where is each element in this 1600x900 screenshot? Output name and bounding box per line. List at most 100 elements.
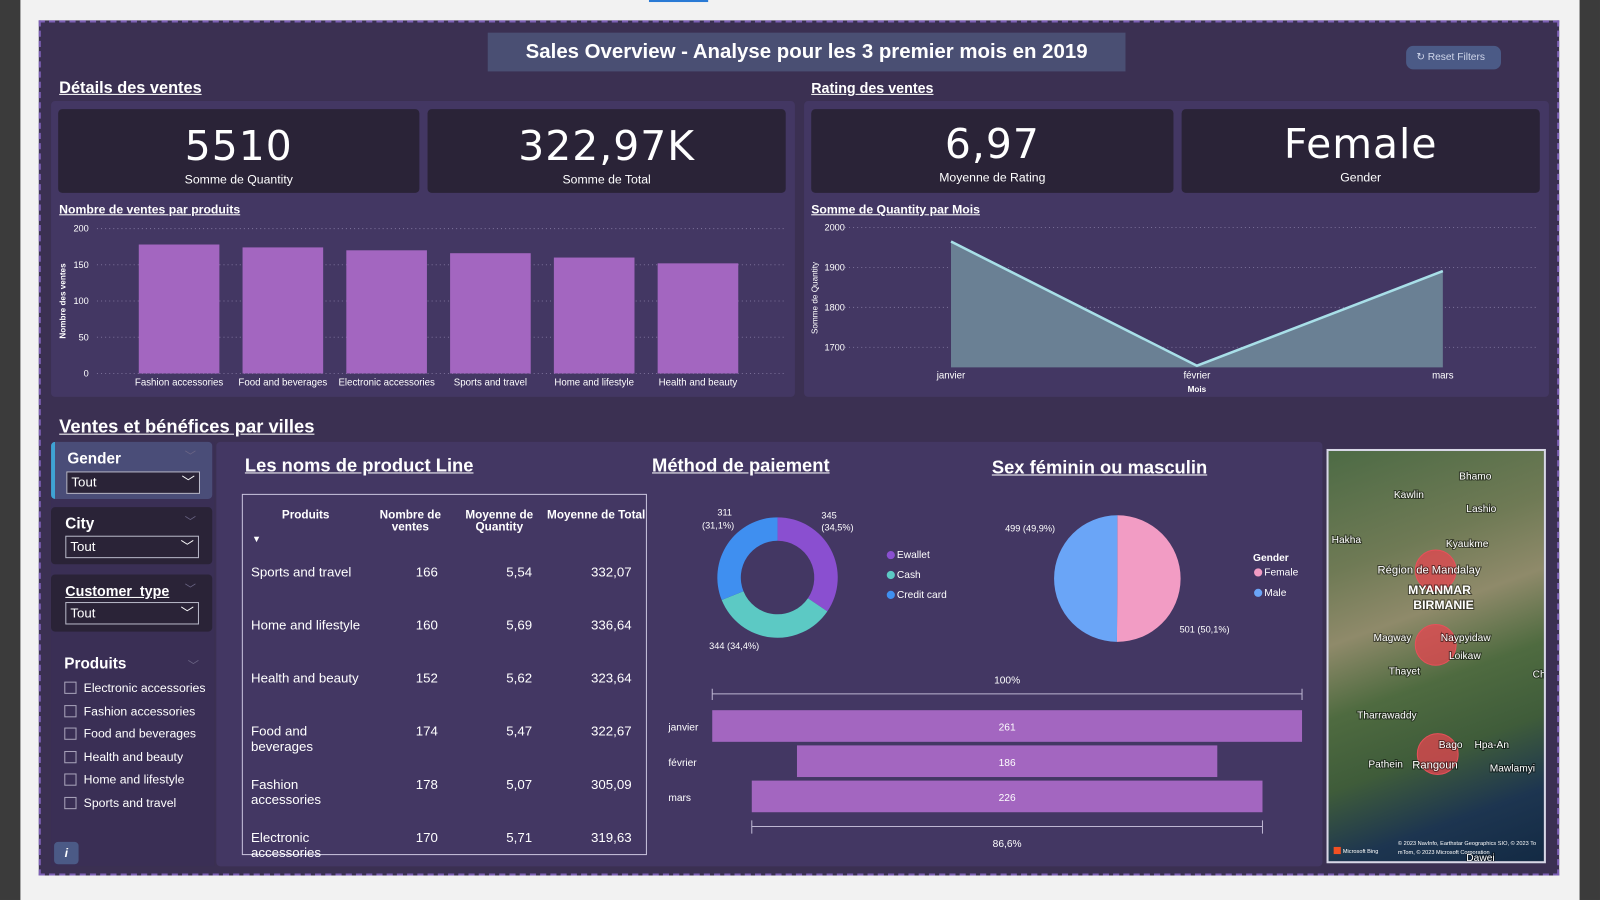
dropdown-value: Tout xyxy=(70,538,96,555)
chevron-down-icon: ﹀ xyxy=(180,538,194,555)
funnel-category: mars xyxy=(668,793,691,804)
city-dropdown[interactable]: Tout ﹀ xyxy=(65,535,199,559)
reset-filters-button[interactable]: ↻ Reset Filters xyxy=(1406,45,1502,70)
donut-slice xyxy=(777,517,838,612)
funnel-bottom-label: 86,6% xyxy=(993,839,1022,850)
map-place-label: Magway xyxy=(1373,633,1412,644)
table-cell: Food and beverages xyxy=(251,723,313,755)
dropdown-value: Tout xyxy=(70,605,96,621)
product-line-table: Produits Nombre de ventes Moyenne de Quant… xyxy=(241,493,647,860)
produit-checkbox-item[interactable]: Sports and travel xyxy=(64,791,207,814)
series-line xyxy=(950,240,1444,368)
column-header[interactable]: Moyenne de Quantity xyxy=(465,509,534,534)
chevron-down-icon[interactable]: ﹀ xyxy=(184,583,196,596)
table-row: Food and beverages 174 5,47 322,67 xyxy=(243,715,646,768)
x-tick-label: janvier xyxy=(936,371,966,382)
report-title: Sales Overview - Analyse pour les 3 prem… xyxy=(487,32,1126,72)
table-cell: 332,07 xyxy=(591,564,632,580)
data-label: 345 xyxy=(821,510,836,520)
produit-checkbox-item[interactable]: Food and beverages xyxy=(64,722,207,745)
table-cell: 323,64 xyxy=(591,670,632,686)
chevron-down-icon[interactable]: ﹀ xyxy=(187,660,199,673)
bar-chart-title: Nombre de ventes par produits xyxy=(59,202,241,217)
dropdown-value: Tout xyxy=(71,474,97,490)
sort-arrow-icon[interactable]: ▼ xyxy=(252,533,262,544)
x-tick-label: Health and beauty xyxy=(659,378,738,389)
table-title: Les noms de product Line xyxy=(244,455,474,476)
map-place-label: Chiang xyxy=(1533,670,1546,681)
chevron-down-icon[interactable]: ﹀ xyxy=(184,516,196,529)
checkbox[interactable] xyxy=(64,681,77,695)
produit-checkbox-item[interactable]: Fashion accessories xyxy=(64,699,207,722)
bing-logo-icon xyxy=(1333,846,1341,855)
table-row: Electronic accessories 170 5,71 319,63 xyxy=(243,821,646,874)
data-label: 311 xyxy=(717,507,732,517)
map-place-label: Thayet xyxy=(1389,666,1420,677)
checkbox[interactable] xyxy=(64,773,77,786)
checkbox[interactable] xyxy=(64,727,77,741)
checkbox[interactable] xyxy=(64,704,77,718)
customer-type-dropdown[interactable]: Tout ﹀ xyxy=(65,602,199,625)
bar xyxy=(657,263,739,374)
checkbox-label: Sports and travel xyxy=(83,795,177,810)
donut-slice xyxy=(721,591,828,638)
table-cell: 166 xyxy=(415,564,438,580)
map-place-label: Kawlin xyxy=(1394,490,1424,501)
x-axis-label: Mois xyxy=(1188,385,1207,394)
table-cell: 170 xyxy=(415,829,438,845)
data-label: (31,1%) xyxy=(702,521,734,531)
column-header[interactable]: Produits xyxy=(281,509,330,522)
info-icon[interactable]: i xyxy=(54,841,79,865)
checkbox-label: Health and beauty xyxy=(83,749,184,765)
funnel-top-label: 100% xyxy=(994,676,1020,687)
table-cell: 152 xyxy=(415,670,438,686)
funnel-bar xyxy=(751,780,1263,813)
map-place-label: Loikaw xyxy=(1449,651,1481,662)
gender-slicer[interactable]: Gender ﹀ Tout ﹀ xyxy=(51,441,213,499)
map-place-label: Kyaukme xyxy=(1446,539,1489,550)
kpi-value: 6,97 xyxy=(944,121,1040,169)
kpi-label: Moyenne de Rating xyxy=(939,170,1046,185)
y-tick-label: 150 xyxy=(73,260,88,270)
area-fill xyxy=(951,241,1443,368)
table-cell: 319,63 xyxy=(591,829,632,845)
table-cell: 322,67 xyxy=(591,723,632,739)
checkbox-label: Fashion accessories xyxy=(83,703,196,719)
section-villes-title: Ventes et bénéfices par villes xyxy=(59,416,315,437)
table-cell: 5,54 xyxy=(506,564,533,580)
area-chart: 1700 1800 1900 2000 Somme de Quantity janvier… xyxy=(810,223,1539,394)
produit-checkbox-item[interactable]: Electronic accessories xyxy=(64,677,207,700)
gender-dropdown[interactable]: Tout ﹀ xyxy=(66,471,200,494)
map-place-label: Mawlamyi xyxy=(1490,763,1535,774)
slicer-title: Gender xyxy=(67,449,121,468)
map-place-label: Région de Mandalay xyxy=(1378,564,1481,576)
funnel-value: 261 xyxy=(999,723,1016,734)
chevron-down-icon[interactable]: ﹀ xyxy=(184,451,196,464)
active-page-tab[interactable] xyxy=(648,0,709,3)
checkbox[interactable] xyxy=(64,750,77,764)
column-header[interactable]: Nombre de ventes xyxy=(379,509,441,534)
table-cell: 5,47 xyxy=(506,723,533,739)
y-tick-label: 0 xyxy=(84,369,89,379)
produit-checkbox-item[interactable]: Health and beauty xyxy=(64,745,207,768)
customer-type-slicer[interactable]: Customer_type ﹀ Tout ﹀ xyxy=(51,574,213,632)
column-header[interactable]: Moyenne de Total xyxy=(547,509,646,522)
map-visual[interactable]: Bhamo Kawlin Lashio Hakha Kyaukme Région de M… xyxy=(1326,448,1546,864)
checkbox[interactable] xyxy=(64,796,77,809)
data-label: 344 (34,4%) xyxy=(709,641,759,651)
legend-label: Male xyxy=(1264,588,1286,599)
gender-chart-title: Sex féminin ou masculin xyxy=(991,457,1208,478)
kpi-value: 322,97K xyxy=(518,123,695,171)
produit-checkbox-item[interactable]: Home and lifestyle xyxy=(64,768,207,791)
y-axis-label: Somme de Quantity xyxy=(810,261,819,334)
table-row: Home and lifestyle 160 5,69 336,64 xyxy=(243,609,646,662)
kpi-value: Female xyxy=(1283,121,1438,169)
city-slicer[interactable]: City ﹀ Tout ﹀ xyxy=(51,507,213,565)
data-label: 501 (50,1%) xyxy=(1180,625,1230,635)
legend-marker xyxy=(886,551,895,560)
y-tick-label: 50 xyxy=(79,332,89,342)
map-brand: Microsoft Bing xyxy=(1343,849,1379,855)
map-place-label: BIRMANIE xyxy=(1413,598,1474,612)
checkbox-label: Home and lifestyle xyxy=(83,772,185,787)
map-place-label: Naypyidaw xyxy=(1441,633,1491,644)
